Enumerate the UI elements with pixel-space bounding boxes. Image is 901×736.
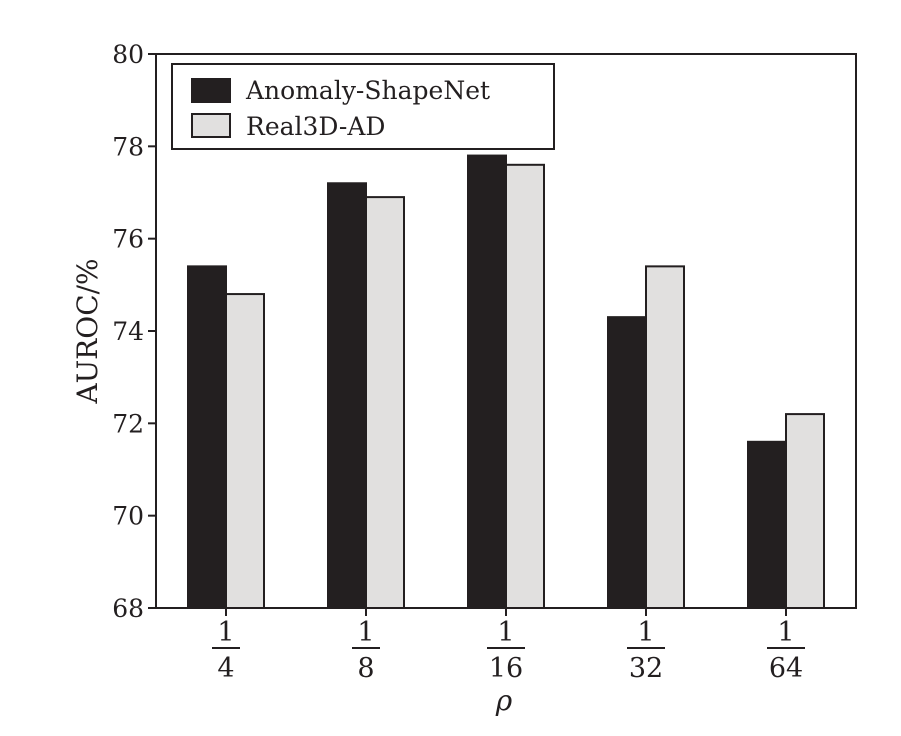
x-tick-label-numerator: 1 [217, 617, 234, 648]
x-tick-label-denominator: 64 [769, 653, 803, 684]
legend-box [171, 63, 555, 150]
x-axis-title: ρ [495, 684, 513, 717]
y-tick-label: 76 [112, 225, 144, 254]
bar-anomaly-shapenet [607, 316, 647, 609]
bar-anomaly-shapenet [327, 182, 367, 609]
y-axis: 68 70 72 74 76 78 80 [112, 40, 156, 623]
bar-real3d-ad [225, 293, 265, 609]
y-axis-title: AUROC/% [71, 258, 104, 404]
bar-anomaly-shapenet [467, 154, 507, 609]
y-tick-label: 70 [112, 502, 144, 531]
legend-swatch-real3d-ad [191, 113, 231, 138]
legend-label-real3d-ad: Real3D-AD [246, 112, 385, 141]
x-tick-label-numerator: 1 [777, 617, 794, 648]
legend-swatch-anomaly-shapenet [191, 78, 231, 103]
bars-layer [187, 154, 825, 610]
legend: Anomaly-ShapeNet Real3D-AD [171, 63, 555, 150]
x-tick-label-numerator: 1 [357, 617, 374, 648]
y-tick-label: 68 [112, 594, 144, 623]
x-tick-label-numerator: 1 [637, 617, 654, 648]
bar-real3d-ad [785, 413, 825, 609]
bar-real3d-ad [645, 265, 685, 609]
y-tick-label: 72 [112, 409, 144, 438]
y-tick-label: 74 [112, 317, 144, 346]
y-tick-label: 78 [112, 132, 144, 161]
bar-real3d-ad [365, 196, 405, 609]
x-tick-label-denominator: 32 [629, 653, 663, 684]
x-tick-label-denominator: 4 [217, 653, 234, 684]
x-tick-label-numerator: 1 [497, 617, 514, 648]
x-tick-label-denominator: 8 [357, 653, 374, 684]
x-tick-label-denominator: 16 [489, 653, 523, 684]
bar-real3d-ad [505, 163, 545, 610]
bar-anomaly-shapenet [187, 265, 227, 609]
bar-anomaly-shapenet [747, 440, 787, 609]
legend-label-anomaly-shapenet: Anomaly-ShapeNet [245, 76, 490, 105]
y-tick-label: 80 [112, 40, 144, 69]
x-axis: 1 4 1 8 1 16 1 32 1 64 [212, 608, 805, 684]
